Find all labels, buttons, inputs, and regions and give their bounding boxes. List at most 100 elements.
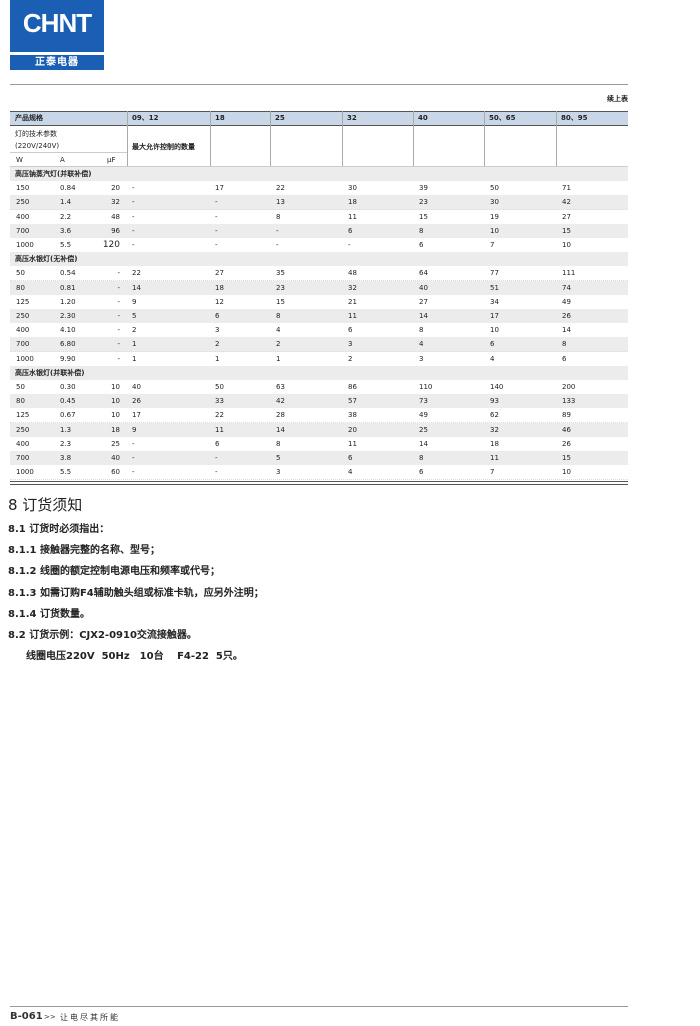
column-header: 产品规格 (15, 114, 43, 122)
order-item: 线圈电压220V 50Hz 10台 F4-22 5只。 (26, 651, 243, 663)
cell: 200 (562, 383, 576, 391)
cell: 18 (111, 425, 120, 434)
cell: 25 (111, 439, 120, 448)
cell: 30 (348, 184, 357, 193)
cell: - (348, 241, 351, 249)
cell: 3 (348, 340, 353, 349)
section-title: 高压水银灯(无补偿) (15, 255, 78, 264)
column-header: 09、12 (132, 114, 159, 122)
column-header: 32 (347, 114, 357, 122)
section-bg (10, 365, 628, 381)
cell: 6 (215, 439, 220, 448)
cell: 1 (215, 354, 220, 363)
order-item: 8.2 订货示例：CJX2-0910交流接触器。 (8, 630, 197, 641)
order-item: 8.1.4 订货数量。 (8, 608, 90, 620)
cell: - (132, 468, 135, 477)
cell: - (215, 241, 218, 249)
cell: 17 (215, 184, 224, 193)
row-bg (10, 422, 628, 438)
cell: 3 (276, 468, 281, 477)
cell: 700 (16, 454, 30, 462)
cell: 73 (419, 397, 428, 406)
header-rule (10, 84, 628, 85)
cell: 22 (215, 411, 224, 420)
cell: 0.67 (60, 411, 76, 420)
cell: 6 (490, 340, 495, 349)
cell: 11 (215, 425, 224, 434)
cell: 21 (348, 297, 357, 306)
cell: 8 (419, 326, 424, 335)
row-bg (10, 223, 628, 239)
cell: 8 (276, 312, 281, 320)
cell: 14 (562, 326, 571, 335)
cell: 11 (490, 454, 499, 462)
logo-band (10, 55, 104, 70)
row-bg (10, 394, 628, 410)
cell: 8 (419, 454, 424, 462)
cell: 25 (419, 425, 428, 434)
cell: - (132, 212, 135, 221)
cell: 77 (490, 269, 499, 278)
cell: 400 (16, 212, 30, 221)
cell: - (117, 312, 120, 320)
cell: 50 (16, 383, 25, 391)
cell: 74 (562, 283, 571, 292)
cell: 51 (490, 283, 499, 292)
cell: - (117, 354, 120, 363)
cell: - (215, 212, 218, 221)
cell: 250 (16, 312, 30, 320)
cell: 26 (562, 439, 571, 448)
row-bg (10, 209, 628, 225)
unit-label: A (60, 156, 65, 164)
cell: 6 (215, 312, 220, 320)
section-bg (10, 252, 628, 268)
cell: 2.3 (60, 439, 72, 448)
cell: 2 (132, 326, 137, 335)
cell: 3 (215, 326, 220, 335)
cell: 9.90 (60, 354, 76, 363)
cell: - (132, 226, 135, 235)
cell: 4 (419, 340, 424, 349)
cell: 4 (348, 468, 353, 477)
header-row-bg (10, 111, 628, 126)
cell: 6 (348, 326, 353, 335)
cell: 10 (562, 241, 571, 249)
cell: 0.30 (60, 383, 76, 391)
cell: 10 (490, 326, 499, 335)
cell: 15 (562, 454, 571, 462)
cell: 62 (490, 411, 499, 420)
cell: 63 (276, 383, 285, 391)
cell: 111 (562, 269, 576, 278)
cell: 110 (419, 383, 433, 391)
cell: 8 (419, 226, 424, 235)
cell: - (117, 269, 120, 278)
cell: 23 (276, 283, 285, 292)
cell: 86 (348, 383, 357, 391)
max-label: 最大允许控制的数量 (132, 143, 195, 151)
cell: 4.10 (60, 326, 76, 335)
cell: 9 (132, 425, 137, 434)
cell: 2 (276, 340, 281, 349)
units-row-bg (10, 152, 127, 167)
cell: 17 (490, 312, 499, 320)
cell: 71 (562, 184, 571, 193)
cell: 6 (419, 468, 424, 477)
cell: 22 (132, 269, 141, 278)
table-end (10, 481, 628, 483)
section-title: 高压钠蒸汽灯(并联补偿) (15, 170, 92, 178)
logo-text: CHNT (22, 8, 92, 38)
cell: 28 (276, 411, 285, 420)
column-divider (484, 111, 485, 166)
cell: 20 (111, 184, 120, 193)
cell: 12 (215, 297, 224, 306)
cell: 40 (419, 283, 428, 292)
page-number: B-061 (10, 1011, 43, 1022)
cell: - (132, 241, 135, 249)
cell: 8 (276, 212, 281, 221)
cell: 13 (276, 198, 285, 207)
row-bg (10, 465, 628, 481)
cell: 18 (348, 198, 357, 207)
cell: 4 (490, 354, 495, 363)
cell: 5.5 (60, 241, 72, 249)
column-divider (342, 111, 343, 166)
